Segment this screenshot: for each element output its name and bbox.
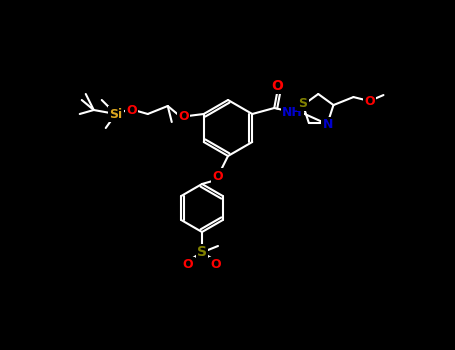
Text: O: O: [364, 94, 375, 107]
Text: Si: Si: [109, 107, 122, 120]
Text: O: O: [126, 104, 137, 117]
Text: S: S: [298, 97, 308, 110]
Text: O: O: [212, 169, 223, 182]
Text: O: O: [211, 259, 221, 272]
Text: O: O: [183, 259, 193, 272]
Text: NH: NH: [282, 105, 303, 119]
Text: O: O: [178, 110, 189, 122]
Text: N: N: [323, 118, 333, 132]
Text: S: S: [197, 245, 207, 259]
Text: O: O: [271, 79, 283, 93]
